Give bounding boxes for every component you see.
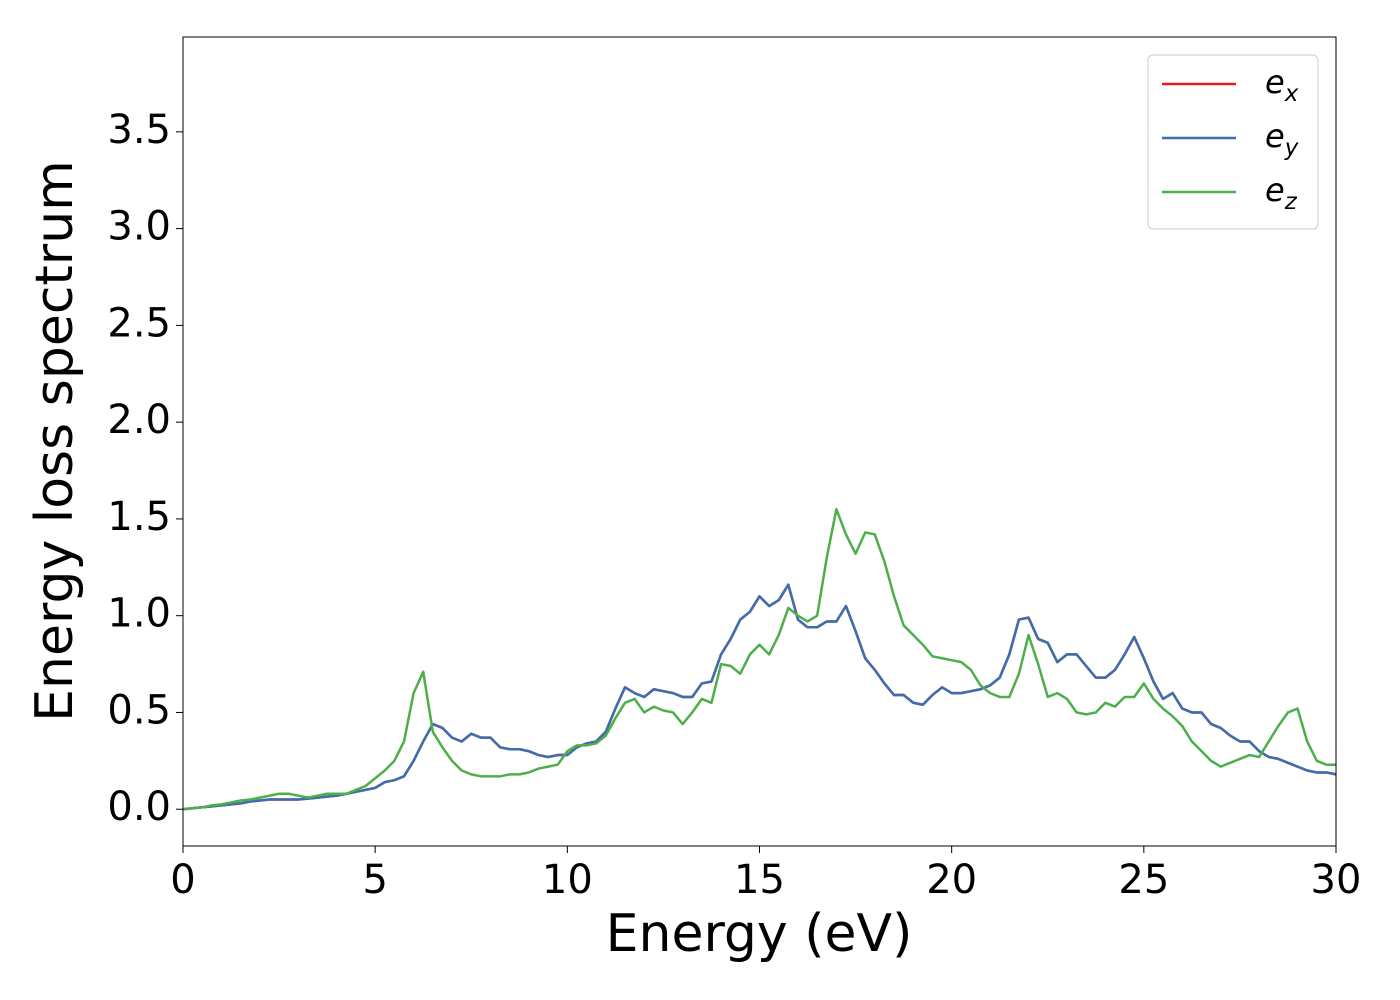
y-tick-label: 1.5 — [107, 494, 171, 540]
legend-box — [1147, 54, 1319, 230]
y-tick-label: 0.5 — [107, 687, 171, 733]
y-tick-label: 2.5 — [107, 300, 171, 346]
y-tick-label: 2.0 — [107, 397, 171, 443]
y-tick-label: 1.0 — [107, 591, 171, 637]
x-tick-label: 0 — [170, 857, 195, 903]
plot-frame — [182, 36, 1337, 847]
legend-label: ex — [1265, 63, 1299, 107]
y-tick-label: 3.0 — [107, 204, 171, 250]
x-tick-label: 5 — [362, 857, 387, 903]
series-line — [182, 583, 1337, 811]
y-axis-label: Energy loss spectrum — [25, 160, 85, 722]
series-line — [182, 507, 1336, 811]
x-tick-label: 15 — [734, 857, 785, 903]
x-tick-label: 25 — [1118, 857, 1169, 903]
legend-label: ez — [1265, 171, 1298, 215]
x-tick-label: 10 — [542, 857, 593, 903]
legend-label: ey — [1265, 117, 1299, 161]
x-tick-label: 30 — [1311, 857, 1362, 903]
x-tick-label: 20 — [926, 857, 977, 903]
y-tick-label: 3.5 — [107, 107, 171, 153]
y-tick-label: 0.0 — [107, 784, 171, 830]
x-axis-label: Energy (eV) — [606, 904, 913, 964]
